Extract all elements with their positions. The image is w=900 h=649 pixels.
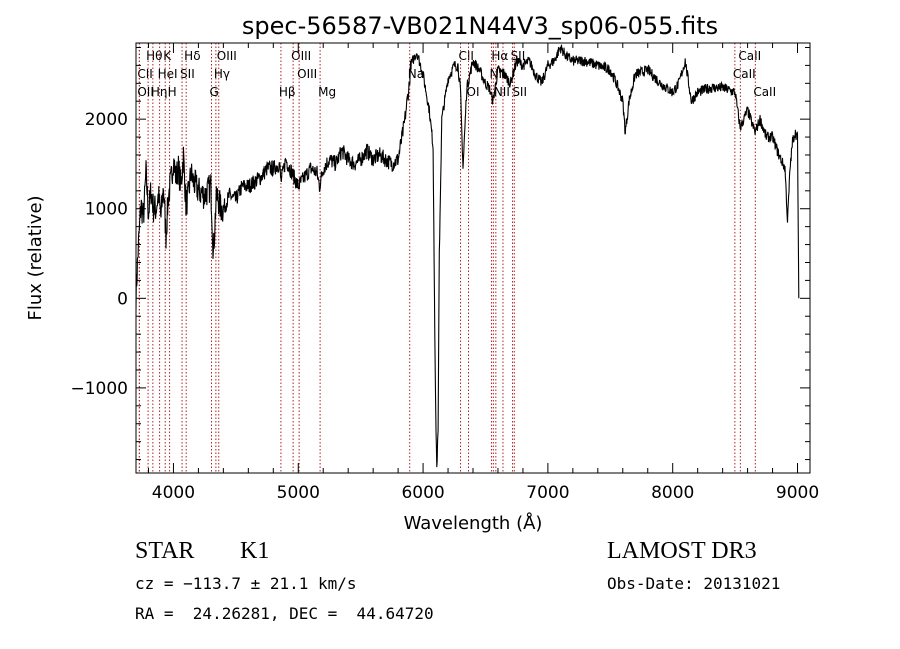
- line-marker-label-25: NII: [494, 85, 510, 99]
- line-marker-label-7: SII: [511, 49, 526, 63]
- line-marker-label-22: Hβ: [279, 85, 296, 99]
- line-marker-label-10: HeI: [158, 67, 178, 81]
- x-tick-label-2: 6000: [401, 483, 444, 503]
- line-marker-label-18: OII: [137, 85, 154, 99]
- chart-title: spec-56587-VB021N44V3_sp06-055.fits: [242, 12, 718, 40]
- line-marker-label-2: Hδ: [184, 49, 200, 63]
- x-tick-label-3: 7000: [526, 483, 569, 503]
- y-tick-label-0: −1000: [70, 379, 128, 399]
- x-tick-label-5: 9000: [776, 483, 819, 503]
- line-marker-label-23: Mg: [318, 85, 336, 99]
- line-marker-label-20: H: [168, 85, 177, 99]
- y-axis-label: Flux (relative): [25, 195, 46, 320]
- spectrum-line: [136, 44, 800, 468]
- line-marker-label-24: OI: [467, 85, 480, 99]
- line-marker-label-27: CaII: [753, 85, 776, 99]
- y-tick-label-1: 0: [117, 289, 128, 309]
- line-marker-label-11: SII: [180, 67, 195, 81]
- line-marker-label-4: OIII: [291, 49, 311, 63]
- line-marker-label-1: K: [163, 49, 172, 63]
- y-tick-label-3: 2000: [85, 110, 128, 130]
- line-marker-label-17: CaII: [733, 67, 756, 81]
- x-axis-label: Wavelength (Å): [404, 512, 543, 534]
- x-tick-label-1: 5000: [277, 483, 320, 503]
- y-tick-label-2: 1000: [85, 200, 128, 220]
- line-marker-label-13: OIII: [297, 67, 317, 81]
- plot-frame: [135, 42, 811, 474]
- line-marker-label-9: CII: [137, 67, 152, 81]
- coordinates-label: RA = 24.26281, DEC = 44.64720: [135, 604, 434, 623]
- line-marker-label-19: Hη: [151, 85, 168, 99]
- line-marker-label-6: Hα: [491, 49, 508, 63]
- line-marker-label-5: CII: [459, 49, 474, 63]
- object-class: STAR: [135, 538, 195, 564]
- x-tick-label-4: 8000: [651, 483, 694, 503]
- line-marker-label-0: Hθ: [146, 49, 162, 63]
- line-marker-label-8: CaII: [738, 49, 761, 63]
- redshift-label: cz = −113.7 ± 21.1 km/s: [135, 574, 357, 593]
- object-subclass: K1: [240, 538, 270, 564]
- line-marker-label-21: G: [210, 85, 219, 99]
- line-marker-label-12: Hγ: [214, 67, 230, 81]
- line-marker-label-3: OIII: [217, 49, 237, 63]
- line-marker-label-14: Na: [408, 67, 424, 81]
- obs-date-label: Obs-Date: 20131021: [607, 574, 781, 593]
- line-marker-label-26: SII: [512, 85, 527, 99]
- x-tick-label-0: 4000: [152, 483, 195, 503]
- survey-label: LAMOST DR3: [607, 538, 757, 564]
